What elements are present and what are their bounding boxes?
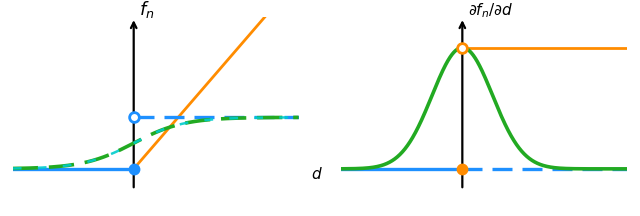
Text: $d$: $d$ — [310, 166, 323, 182]
Text: $\partial f_n/\partial d$: $\partial f_n/\partial d$ — [468, 2, 513, 20]
Text: $f_n$: $f_n$ — [139, 0, 155, 20]
Text: $d$: $d$ — [639, 166, 640, 182]
